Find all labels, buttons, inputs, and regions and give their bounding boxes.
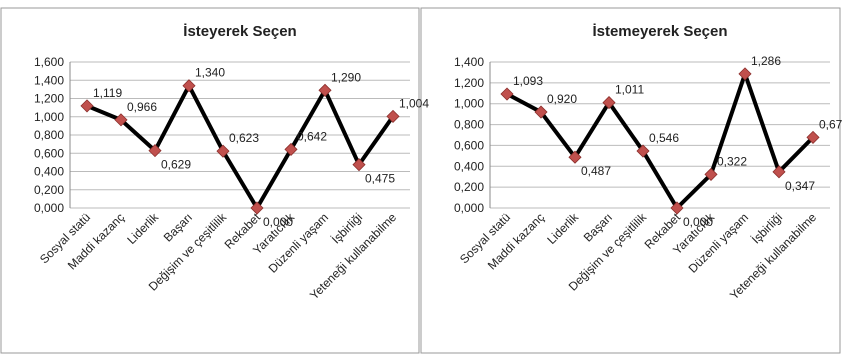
data-point bbox=[318, 83, 332, 97]
data-label: 0,623 bbox=[229, 131, 259, 145]
data-label: 0,546 bbox=[649, 131, 679, 145]
y-tick-label: 1,400 bbox=[34, 73, 64, 87]
data-label: 0,629 bbox=[161, 158, 191, 172]
data-label: 0,677 bbox=[819, 117, 842, 131]
y-tick-label: 0,600 bbox=[34, 146, 64, 160]
data-point bbox=[670, 201, 684, 215]
data-line bbox=[506, 71, 815, 210]
data-label: 0,487 bbox=[581, 164, 611, 178]
data-point bbox=[500, 87, 514, 101]
data-label: 1,119 bbox=[93, 86, 122, 100]
y-tick-label: 0,800 bbox=[454, 118, 484, 132]
y-tick-label: 1,200 bbox=[454, 76, 484, 90]
data-point bbox=[636, 144, 650, 158]
data-label: 0,966 bbox=[127, 100, 157, 114]
panel-border bbox=[0, 7, 420, 354]
y-tick-label: 0,800 bbox=[34, 128, 64, 142]
y-tick-label: 0,400 bbox=[454, 159, 484, 173]
data-label: 1,004 bbox=[399, 96, 429, 110]
data-point bbox=[148, 144, 162, 158]
data-point bbox=[602, 96, 616, 110]
data-point bbox=[704, 167, 718, 181]
data-point bbox=[738, 67, 752, 81]
data-point bbox=[250, 201, 264, 215]
data-label: 0,322 bbox=[717, 154, 747, 168]
y-tick-label: 0,600 bbox=[454, 138, 484, 152]
data-point bbox=[80, 99, 94, 113]
data-point bbox=[182, 79, 196, 93]
chart-title: İstemeyerek Seçen bbox=[592, 23, 727, 40]
data-point bbox=[216, 144, 230, 158]
data-label: 0,000 bbox=[683, 215, 713, 229]
y-tick-label: 0,000 bbox=[454, 201, 484, 215]
data-point bbox=[534, 105, 548, 119]
data-label: 0,475 bbox=[365, 172, 395, 186]
data-label: 1,340 bbox=[195, 66, 225, 80]
data-label: 1,290 bbox=[331, 70, 361, 84]
data-label: 1,286 bbox=[751, 54, 781, 68]
y-tick-label: 1,400 bbox=[454, 55, 484, 69]
y-tick-label: 1,000 bbox=[34, 110, 64, 124]
data-label: 0,000 bbox=[263, 215, 293, 229]
data-label: 0,642 bbox=[297, 129, 327, 143]
data-point bbox=[284, 142, 298, 156]
y-tick-label: 0,200 bbox=[34, 183, 64, 197]
data-label: 1,011 bbox=[615, 83, 644, 97]
data-point bbox=[114, 113, 128, 127]
data-label: 1,093 bbox=[513, 74, 543, 88]
y-tick-label: 0,400 bbox=[34, 165, 64, 179]
y-tick-label: 1,600 bbox=[34, 55, 64, 69]
data-point bbox=[806, 130, 820, 144]
data-point bbox=[352, 158, 366, 172]
y-tick-label: 0,200 bbox=[454, 180, 484, 194]
y-tick-label: 1,200 bbox=[34, 92, 64, 106]
data-label: 0,920 bbox=[547, 92, 577, 106]
data-line bbox=[86, 83, 395, 210]
data-point bbox=[772, 165, 786, 179]
data-point bbox=[386, 109, 400, 123]
y-tick-label: 1,000 bbox=[454, 97, 484, 111]
data-point bbox=[568, 150, 582, 164]
panel-border bbox=[420, 7, 841, 354]
chart-title: İsteyerek Seçen bbox=[183, 23, 296, 40]
data-label: 0,347 bbox=[785, 179, 815, 193]
y-tick-label: 0,000 bbox=[34, 201, 64, 215]
